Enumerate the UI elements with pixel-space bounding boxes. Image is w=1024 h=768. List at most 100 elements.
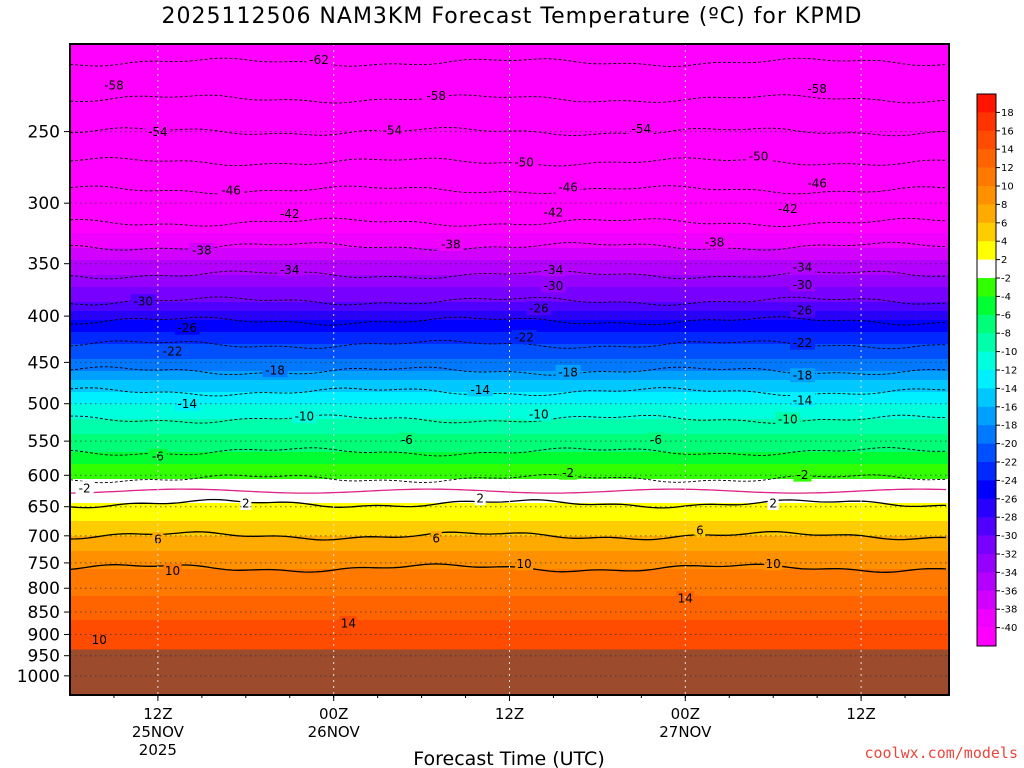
temperature-band — [70, 323, 949, 327]
contour-label: -30 — [790, 277, 815, 292]
contour-label-text: -34 — [793, 261, 813, 275]
temperature-band — [70, 119, 949, 123]
temperature-band — [70, 521, 949, 525]
colorbar-label: -40 — [1001, 623, 1017, 634]
temperature-band — [70, 473, 949, 477]
y-tick-label: 250 — [28, 123, 60, 143]
contour-label-bg — [647, 432, 665, 447]
contour-label-bg — [793, 467, 812, 482]
contour-label: 2 — [240, 496, 252, 511]
contour-label-text: -58 — [104, 78, 124, 92]
contour-label-bg — [790, 277, 815, 292]
temperature-band — [70, 239, 949, 243]
contour-label-bg — [423, 88, 449, 103]
contour-label-text: 6 — [696, 524, 704, 538]
chart-title: 2025112506 NAM3KM Forecast Temperature (… — [161, 4, 863, 29]
colorbar-swatch — [977, 462, 996, 481]
temperature-band — [70, 137, 949, 141]
contour-label-bg — [526, 301, 552, 316]
y-tick-label: 500 — [28, 395, 60, 415]
colorbar-swatch — [977, 241, 996, 260]
isotherm-line — [69, 296, 947, 306]
temperature-band — [70, 389, 949, 393]
contour-label-text: -6 — [401, 433, 413, 447]
isotherm-line — [69, 241, 946, 252]
temperature-band — [70, 311, 949, 315]
temperature-band — [70, 263, 949, 267]
temperature-band — [70, 101, 949, 105]
y-tick-label: 600 — [28, 466, 60, 486]
contour-label: -38 — [702, 234, 728, 249]
temperature-band — [70, 443, 949, 447]
contour-label-text: -46 — [221, 183, 241, 197]
temperature-band — [70, 305, 949, 309]
temperature-band — [70, 485, 949, 489]
contour-label-text: -10 — [295, 410, 315, 424]
colorbar-label: -10 — [1001, 347, 1017, 358]
colorbar-label: 18 — [1001, 108, 1014, 119]
colorbar-label: -24 — [1001, 476, 1017, 487]
contour-label: -14 — [467, 382, 493, 397]
temperature-band — [70, 509, 949, 513]
contour-label-bg — [130, 294, 156, 309]
contour-label: -34 — [790, 260, 815, 275]
contour-label-bg — [540, 262, 566, 277]
contour-label-text: -50 — [749, 149, 769, 163]
x-tick-year: 2025 — [139, 741, 177, 759]
contour-label: 6 — [694, 523, 706, 538]
colorbar-label: 2 — [1001, 255, 1007, 266]
contour-label-bg — [764, 556, 783, 571]
contour-label: 2 — [767, 496, 779, 511]
temperature-band — [70, 647, 949, 651]
colorbar-label: -26 — [1001, 494, 1017, 505]
temperature-band — [70, 581, 949, 585]
contour-label: -26 — [526, 301, 552, 316]
contour-label: -46 — [218, 182, 244, 197]
temperature-band — [70, 641, 949, 645]
y-axis: 2503003504004505005506006507007508008509… — [17, 123, 70, 687]
temperature-band — [70, 257, 949, 261]
contour-label: -18 — [262, 363, 288, 378]
contour-label-text: -14 — [177, 397, 197, 411]
contour-label-text: 14 — [678, 591, 693, 605]
temperature-band — [70, 419, 949, 423]
temperature-band — [70, 227, 949, 231]
temperature-band — [70, 599, 949, 603]
colorbar-swatch — [977, 388, 996, 408]
temperature-band — [70, 77, 949, 81]
colorbar-label: -28 — [1001, 513, 1017, 524]
contour-label-bg — [174, 396, 200, 411]
contour-label-text: -26 — [529, 302, 549, 316]
colorbar-label: -22 — [1001, 458, 1017, 469]
temperature-band — [70, 563, 949, 567]
temperature-band — [70, 449, 949, 453]
temperature-band — [70, 89, 949, 93]
colorbar-label: -18 — [1001, 421, 1017, 432]
temperature-band — [70, 425, 949, 429]
contour-label: -2 — [793, 467, 812, 482]
contour-label: -22 — [790, 335, 815, 350]
temperature-band — [70, 365, 949, 369]
colorbar-swatch — [977, 443, 996, 463]
contour-label-bg — [306, 52, 332, 67]
contour-label: -38 — [189, 243, 215, 258]
contour-label: 2 — [474, 491, 486, 506]
contour-label-text: -2 — [79, 482, 91, 496]
contour-label-bg — [540, 278, 566, 293]
isotherm-line — [69, 498, 946, 509]
temperature-band — [70, 569, 949, 573]
contour-label-text: -38 — [192, 244, 212, 258]
temperature-band — [70, 215, 949, 219]
contour-label-bg — [148, 448, 167, 463]
colorbar-label: -12 — [1001, 366, 1017, 377]
contour-label-bg — [75, 481, 94, 496]
contour-label-bg — [430, 531, 442, 546]
colorbar-swatch — [977, 259, 996, 279]
temperature-band — [70, 125, 949, 129]
temperature-band — [70, 299, 949, 303]
contour-label-bg — [397, 432, 416, 447]
temperature-band — [70, 185, 949, 189]
contour-label-text: -22 — [163, 344, 183, 358]
colorbar-label: -8 — [1001, 329, 1011, 340]
